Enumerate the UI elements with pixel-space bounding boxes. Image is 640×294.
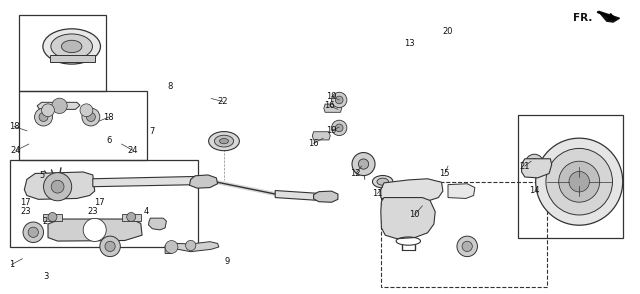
Circle shape bbox=[530, 159, 539, 168]
Text: 5: 5 bbox=[39, 171, 44, 180]
Polygon shape bbox=[50, 55, 95, 62]
Polygon shape bbox=[148, 218, 166, 230]
Ellipse shape bbox=[214, 135, 234, 147]
Circle shape bbox=[23, 222, 44, 243]
Polygon shape bbox=[93, 176, 202, 187]
Text: 18: 18 bbox=[104, 113, 114, 121]
Text: 24: 24 bbox=[128, 146, 138, 155]
Text: 17: 17 bbox=[94, 198, 104, 207]
Circle shape bbox=[332, 92, 347, 108]
Polygon shape bbox=[24, 172, 95, 199]
Bar bbox=[19, 91, 147, 160]
Text: 7: 7 bbox=[150, 127, 155, 136]
Circle shape bbox=[559, 161, 600, 202]
Circle shape bbox=[80, 104, 93, 117]
Polygon shape bbox=[165, 242, 219, 253]
Ellipse shape bbox=[377, 178, 388, 185]
Circle shape bbox=[335, 96, 343, 104]
Text: FR.: FR. bbox=[573, 13, 592, 23]
Text: 9: 9 bbox=[225, 257, 230, 265]
Bar bbox=[10, 160, 198, 247]
Circle shape bbox=[105, 241, 115, 251]
Circle shape bbox=[82, 108, 100, 126]
Ellipse shape bbox=[61, 40, 82, 53]
Ellipse shape bbox=[51, 34, 93, 59]
Polygon shape bbox=[312, 132, 330, 140]
Circle shape bbox=[44, 173, 72, 201]
Polygon shape bbox=[522, 159, 552, 178]
Polygon shape bbox=[189, 175, 218, 188]
Circle shape bbox=[352, 153, 375, 176]
Text: 13: 13 bbox=[404, 39, 415, 48]
Polygon shape bbox=[48, 219, 142, 241]
Text: 19: 19 bbox=[326, 92, 337, 101]
Circle shape bbox=[52, 98, 67, 113]
Circle shape bbox=[100, 236, 120, 257]
Circle shape bbox=[83, 218, 106, 241]
Text: 20: 20 bbox=[443, 27, 453, 36]
Polygon shape bbox=[448, 184, 475, 198]
Polygon shape bbox=[43, 214, 62, 220]
Circle shape bbox=[86, 113, 95, 121]
Circle shape bbox=[39, 113, 48, 121]
Circle shape bbox=[569, 171, 589, 192]
Text: 24: 24 bbox=[11, 146, 21, 155]
Text: 22: 22 bbox=[218, 97, 228, 106]
Circle shape bbox=[127, 213, 136, 221]
Polygon shape bbox=[381, 179, 443, 204]
Polygon shape bbox=[122, 214, 141, 220]
Text: 23: 23 bbox=[88, 207, 98, 216]
Text: 16: 16 bbox=[324, 101, 335, 110]
Circle shape bbox=[42, 104, 54, 117]
Ellipse shape bbox=[372, 176, 393, 188]
Circle shape bbox=[335, 124, 343, 132]
Text: 11: 11 bbox=[372, 189, 383, 198]
Text: 8: 8 bbox=[167, 82, 172, 91]
Text: 17: 17 bbox=[20, 198, 31, 207]
Bar bbox=[381, 182, 547, 287]
Circle shape bbox=[536, 138, 623, 225]
Circle shape bbox=[462, 241, 472, 251]
Circle shape bbox=[358, 159, 369, 169]
Text: 1: 1 bbox=[9, 260, 14, 269]
Polygon shape bbox=[275, 191, 321, 201]
Polygon shape bbox=[314, 191, 338, 202]
Text: 10: 10 bbox=[410, 210, 420, 219]
Ellipse shape bbox=[43, 29, 100, 64]
Text: 23: 23 bbox=[20, 207, 31, 216]
Polygon shape bbox=[381, 198, 435, 239]
Text: 14: 14 bbox=[529, 186, 540, 195]
Ellipse shape bbox=[209, 132, 239, 151]
Circle shape bbox=[28, 227, 38, 237]
Text: 12: 12 bbox=[351, 169, 361, 178]
Bar bbox=[19, 15, 106, 91]
Bar bbox=[518, 115, 623, 238]
Text: 21: 21 bbox=[520, 162, 530, 171]
Polygon shape bbox=[598, 11, 620, 22]
Circle shape bbox=[457, 236, 477, 257]
Polygon shape bbox=[324, 104, 342, 112]
Text: 2: 2 bbox=[42, 218, 47, 226]
Circle shape bbox=[546, 148, 612, 215]
Circle shape bbox=[525, 154, 543, 172]
Text: 16: 16 bbox=[308, 139, 319, 148]
Circle shape bbox=[165, 240, 178, 253]
Circle shape bbox=[48, 213, 57, 221]
Text: 15: 15 bbox=[440, 169, 450, 178]
Polygon shape bbox=[37, 102, 80, 109]
Text: 19: 19 bbox=[326, 126, 337, 135]
Ellipse shape bbox=[220, 138, 228, 144]
Text: 4: 4 bbox=[143, 207, 148, 216]
Circle shape bbox=[332, 120, 347, 136]
Text: 18: 18 bbox=[9, 122, 19, 131]
Circle shape bbox=[51, 180, 64, 193]
Circle shape bbox=[35, 108, 52, 126]
Text: 3: 3 bbox=[44, 272, 49, 281]
Text: 6: 6 bbox=[106, 136, 111, 145]
Circle shape bbox=[186, 240, 196, 250]
